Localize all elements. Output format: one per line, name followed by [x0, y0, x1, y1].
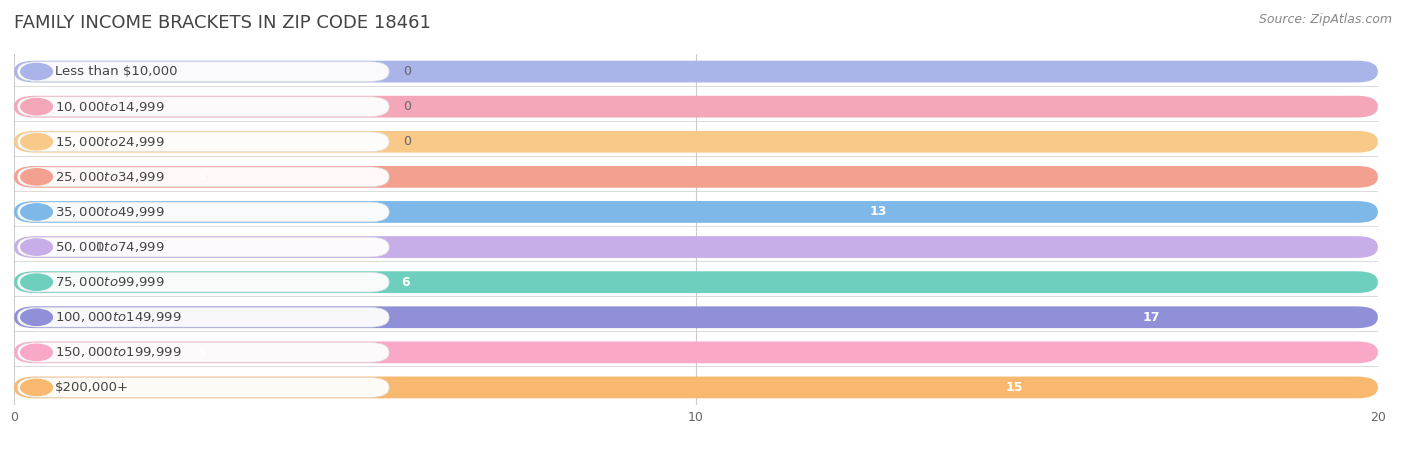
- FancyBboxPatch shape: [14, 131, 1378, 153]
- Text: $75,000 to $99,999: $75,000 to $99,999: [55, 275, 165, 289]
- Text: 17: 17: [1142, 311, 1160, 324]
- FancyBboxPatch shape: [17, 378, 389, 397]
- FancyBboxPatch shape: [14, 377, 1378, 398]
- FancyBboxPatch shape: [17, 97, 389, 117]
- Circle shape: [21, 99, 52, 115]
- Text: 1: 1: [96, 241, 104, 253]
- Text: 3: 3: [197, 346, 205, 359]
- Circle shape: [21, 274, 52, 290]
- Text: 3: 3: [197, 171, 205, 183]
- FancyBboxPatch shape: [14, 201, 1378, 223]
- Circle shape: [21, 239, 52, 255]
- FancyBboxPatch shape: [17, 237, 389, 257]
- Circle shape: [21, 134, 52, 150]
- Text: $200,000+: $200,000+: [55, 381, 128, 394]
- Circle shape: [21, 344, 52, 360]
- Text: $25,000 to $34,999: $25,000 to $34,999: [55, 170, 165, 184]
- FancyBboxPatch shape: [14, 166, 1378, 188]
- Text: 6: 6: [401, 276, 409, 288]
- Circle shape: [21, 204, 52, 220]
- FancyBboxPatch shape: [17, 202, 389, 222]
- Circle shape: [21, 63, 52, 80]
- FancyBboxPatch shape: [14, 61, 1378, 82]
- Text: $15,000 to $24,999: $15,000 to $24,999: [55, 135, 165, 149]
- Circle shape: [21, 379, 52, 396]
- FancyBboxPatch shape: [17, 62, 389, 81]
- Text: 0: 0: [402, 100, 411, 113]
- Text: 13: 13: [869, 206, 887, 218]
- Text: FAMILY INCOME BRACKETS IN ZIP CODE 18461: FAMILY INCOME BRACKETS IN ZIP CODE 18461: [14, 14, 430, 32]
- FancyBboxPatch shape: [17, 132, 389, 152]
- Text: $50,000 to $74,999: $50,000 to $74,999: [55, 240, 165, 254]
- FancyBboxPatch shape: [14, 96, 1378, 117]
- Text: 0: 0: [402, 65, 411, 78]
- FancyBboxPatch shape: [14, 306, 1378, 328]
- Text: $35,000 to $49,999: $35,000 to $49,999: [55, 205, 165, 219]
- FancyBboxPatch shape: [14, 236, 1378, 258]
- Text: Source: ZipAtlas.com: Source: ZipAtlas.com: [1258, 14, 1392, 27]
- FancyBboxPatch shape: [17, 342, 389, 362]
- Text: $100,000 to $149,999: $100,000 to $149,999: [55, 310, 181, 324]
- FancyBboxPatch shape: [14, 271, 1378, 293]
- Text: Less than $10,000: Less than $10,000: [55, 65, 177, 78]
- Text: 15: 15: [1005, 381, 1024, 394]
- Text: $150,000 to $199,999: $150,000 to $199,999: [55, 345, 181, 360]
- FancyBboxPatch shape: [17, 167, 389, 187]
- FancyBboxPatch shape: [14, 342, 1378, 363]
- Text: $10,000 to $14,999: $10,000 to $14,999: [55, 99, 165, 114]
- Circle shape: [21, 169, 52, 185]
- Text: 0: 0: [402, 135, 411, 148]
- FancyBboxPatch shape: [17, 272, 389, 292]
- Circle shape: [21, 309, 52, 325]
- FancyBboxPatch shape: [17, 307, 389, 327]
